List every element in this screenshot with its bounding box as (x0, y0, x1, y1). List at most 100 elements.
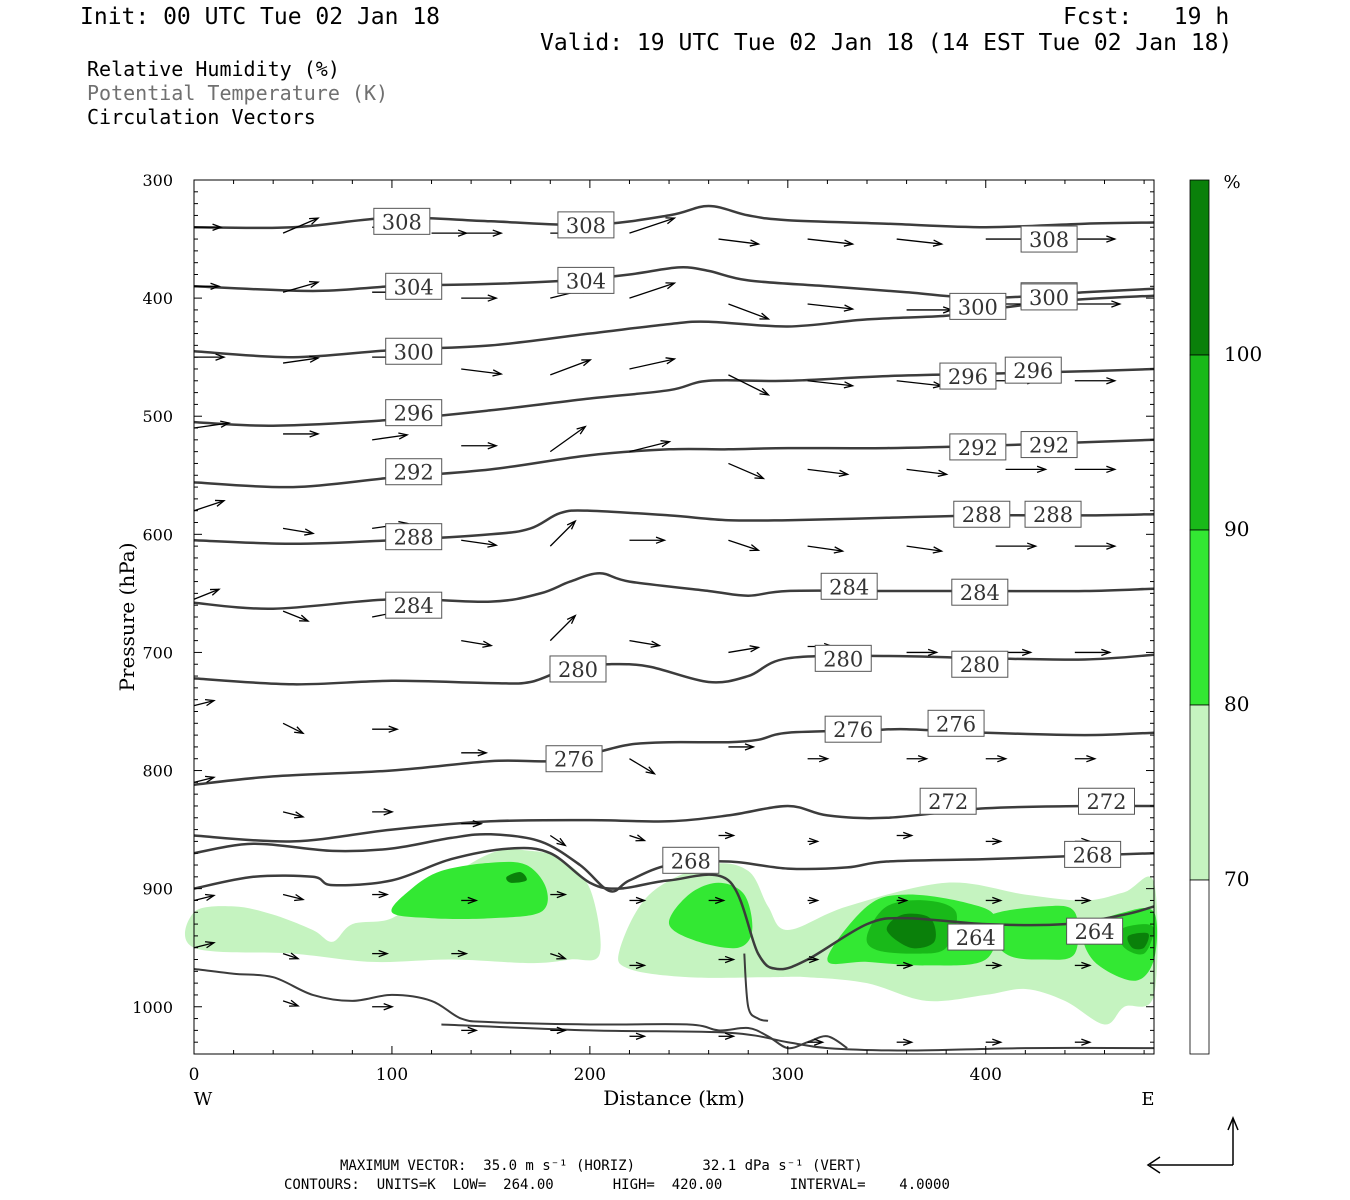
svg-text:308: 308 (566, 214, 606, 238)
svg-text:292: 292 (958, 436, 998, 460)
colorbar-label: 100 (1224, 342, 1262, 366)
colorbar-label: 80 (1224, 692, 1249, 716)
contour-label: 272 (1077, 787, 1135, 815)
circulation-vector (629, 217, 677, 234)
contour-label: 280 (814, 644, 872, 672)
circulation-vector (372, 432, 410, 441)
circulation-vector (461, 229, 504, 237)
svg-text:300: 300 (1029, 286, 1069, 310)
rh-100-region (886, 913, 936, 949)
svg-text:308: 308 (1029, 228, 1069, 252)
svg-text:264: 264 (956, 926, 996, 950)
rh-100-region (506, 872, 527, 883)
circulation-vector (550, 359, 593, 376)
circulation-vector (985, 755, 1008, 763)
contour-label: 272 (919, 787, 977, 815)
svg-text:284: 284 (394, 594, 434, 618)
x-axis-label: Distance (km) (603, 1086, 745, 1110)
circulation-vector (718, 238, 761, 247)
rh-fill-layer (184, 849, 1158, 1025)
circulation-vector (549, 834, 567, 847)
rh-80-region (984, 905, 1079, 960)
circulation-vector (282, 527, 315, 536)
circulation-vector (1074, 542, 1117, 550)
contour-label: 276 (824, 715, 882, 743)
circulation-vector (461, 294, 499, 302)
svg-text:280: 280 (823, 647, 863, 671)
contour-label: 284 (385, 591, 443, 619)
svg-text:300: 300 (394, 340, 434, 364)
circulation-vector (193, 420, 231, 429)
svg-text:300: 300 (958, 295, 998, 319)
circulation-vector (906, 755, 929, 763)
circulation-vector (549, 614, 577, 642)
contour-label-layer: 3083083083043043043003003002962962962922… (373, 207, 1135, 951)
svg-text:284: 284 (960, 581, 1000, 605)
svg-text:276: 276 (936, 712, 976, 736)
circulation-vector (282, 999, 300, 1007)
circulation-vector (1074, 1038, 1092, 1046)
contour-label: 268 (1064, 840, 1122, 868)
circulation-vector (1074, 755, 1097, 763)
circulation-vector (629, 536, 667, 544)
theta-contour-284 (193, 572, 1155, 610)
contour-label: 276 (545, 745, 603, 773)
circulation-vector (282, 952, 300, 960)
circulation-vector (906, 468, 949, 478)
svg-text:304: 304 (566, 269, 606, 293)
contour-label: 284 (820, 572, 878, 600)
circulation-vector (807, 896, 820, 905)
y-tick-label: 700 (142, 643, 173, 662)
x-tick-label: 400 (970, 1065, 1002, 1085)
circulation-vector (372, 890, 390, 899)
contour-label: 264 (1066, 917, 1124, 945)
svg-text:288: 288 (394, 526, 434, 550)
circulation-vector (193, 893, 216, 902)
contour-label: 304 (385, 272, 443, 300)
forecast-hour: Fcst: 19 h (1063, 4, 1230, 30)
theta-contour-272 (193, 804, 1155, 843)
circulation-vector (461, 896, 479, 905)
svg-text:264: 264 (1075, 920, 1115, 944)
circulation-vector (372, 808, 395, 816)
y-tick-label: 800 (142, 762, 173, 781)
circulation-vector (728, 539, 761, 552)
circulation-vector (995, 542, 1038, 550)
svg-text:280: 280 (558, 658, 598, 682)
circulation-vector (461, 1026, 479, 1035)
svg-text:284: 284 (829, 575, 869, 599)
circulation-vector (807, 755, 830, 763)
x-tick-label: 100 (376, 1065, 408, 1085)
circulation-vector (372, 949, 390, 958)
circulation-vector (550, 1026, 568, 1035)
x-tick-label: 200 (574, 1065, 606, 1085)
footer-contours: CONTOURS: UNITS=K LOW= 264.00 HIGH= 420.… (284, 1177, 950, 1193)
circulation-vector (193, 698, 216, 707)
circulation-vector (282, 355, 320, 364)
circulation-vector (807, 955, 820, 964)
svg-text:288: 288 (1033, 503, 1073, 527)
circulation-vector (1074, 465, 1117, 474)
circulation-vector (718, 955, 736, 964)
east-label: E (1141, 1089, 1154, 1110)
circulation-vector (193, 941, 216, 949)
circulation-vector (718, 1032, 736, 1040)
circulation-vector (550, 952, 568, 960)
circulation-vector (629, 357, 677, 370)
circulation-vector (549, 425, 587, 453)
circulation-vector (461, 539, 499, 548)
circulation-vector (807, 1038, 825, 1046)
svg-text:276: 276 (833, 718, 873, 742)
valid-time: Valid: 19 UTC Tue 02 Jan 18 (14 EST Tue … (540, 30, 1233, 56)
legend-potential-temperature: Potential Temperature (K) (87, 81, 389, 105)
circulation-vector (461, 442, 499, 450)
svg-text:292: 292 (1029, 434, 1069, 458)
svg-text:272: 272 (1086, 790, 1126, 814)
contour-label: 296 (939, 362, 997, 390)
init-time: Init: 00 UTC Tue 02 Jan 18 (80, 4, 441, 30)
x-tick-label: 300 (772, 1065, 804, 1085)
svg-text:296: 296 (1013, 359, 1053, 383)
colorbar-swatch (1189, 879, 1210, 1055)
contour-label: 300 (385, 337, 443, 365)
contour-label: 280 (951, 650, 1009, 678)
